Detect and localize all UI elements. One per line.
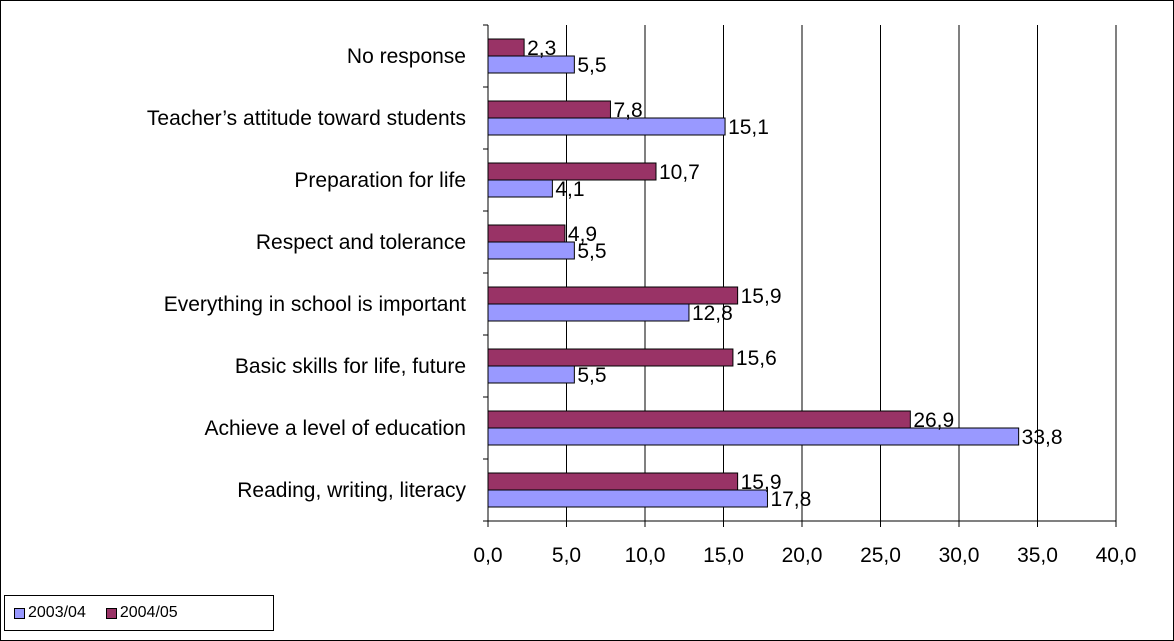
bar-series-1-3 — [487, 241, 575, 260]
data-label-series-2-4: 15,9 — [741, 285, 782, 308]
bar-series-2-5 — [487, 348, 734, 367]
legend-swatch-series-2 — [105, 607, 117, 619]
x-tick-label-3: 15,0 — [703, 544, 744, 567]
data-label-series-1-6: 33,8 — [1022, 426, 1063, 449]
data-label-series-2-1: 7,8 — [613, 99, 642, 122]
bar-series-2-6 — [487, 410, 911, 429]
axes — [483, 24, 1117, 527]
gridlines — [566, 25, 1117, 521]
x-tick-label-6: 30,0 — [939, 544, 980, 567]
bar-series-1-4 — [487, 303, 690, 322]
category-label-0: No response — [347, 45, 466, 68]
x-tick-label-8: 40,0 — [1096, 544, 1137, 567]
data-label-series-2-6: 26,9 — [913, 409, 954, 432]
x-tick-label-7: 35,0 — [1017, 544, 1058, 567]
category-label-6: Achieve a level of education — [204, 417, 466, 440]
legend-item-series-2: 2004/05 — [105, 604, 178, 622]
category-label-2: Preparation for life — [294, 169, 466, 192]
bar-series-2-0 — [487, 38, 525, 57]
data-label-series-1-1: 15,1 — [728, 116, 769, 139]
bar-series-2-3 — [487, 224, 566, 243]
data-label-series-2-5: 15,6 — [736, 347, 777, 370]
legend-item-series-1: 2003/04 — [14, 604, 86, 622]
labels: 0,0 5,0 10,0 15,0 20,0 25,0 30,0 35,0 40,0 No res… — [147, 37, 1137, 567]
legend-label-series-2: 2004/05 — [119, 604, 178, 621]
bar-series-1-5 — [487, 365, 575, 384]
legend-label-series-1: 2003/04 — [28, 604, 86, 621]
data-label-series-2-3: 4,9 — [568, 223, 597, 246]
x-tick-label-2: 10,0 — [625, 544, 666, 567]
data-label-series-1-3: 5,5 — [577, 240, 606, 263]
bar-series-1-7 — [487, 489, 768, 508]
legend: 2003/04 2004/05 — [4, 595, 274, 631]
bars — [487, 38, 1020, 508]
x-tick-label-0: 0,0 — [473, 544, 502, 567]
x-tick-label-4: 20,0 — [782, 544, 823, 567]
legend-swatch-series-1 — [14, 607, 25, 619]
data-label-series-1-7: 17,8 — [770, 488, 811, 511]
bar-series-2-1 — [487, 100, 611, 119]
data-label-series-1-4: 12,8 — [692, 302, 733, 325]
data-label-series-2-0: 2,3 — [527, 37, 556, 60]
category-label-5: Basic skills for life, future — [235, 355, 466, 378]
category-label-1: Teacher’s attitude toward students — [147, 107, 466, 130]
category-label-7: Reading, writing, literacy — [237, 479, 466, 502]
x-tick-label-1: 5,0 — [552, 544, 581, 567]
data-label-series-2-7: 15,9 — [741, 471, 782, 494]
data-label-series-1-0: 5,5 — [577, 54, 606, 77]
bar-series-1-1 — [487, 117, 726, 136]
x-tick-label-5: 25,0 — [860, 544, 901, 567]
category-label-4: Everything in school is important — [164, 293, 466, 316]
data-label-series-1-2: 4,1 — [555, 178, 584, 201]
bar-series-1-2 — [487, 179, 553, 198]
bar-series-2-7 — [487, 472, 739, 491]
data-label-series-2-2: 10,7 — [659, 161, 700, 184]
category-label-3: Respect and tolerance — [256, 231, 466, 254]
data-label-series-1-5: 5,5 — [577, 364, 606, 387]
